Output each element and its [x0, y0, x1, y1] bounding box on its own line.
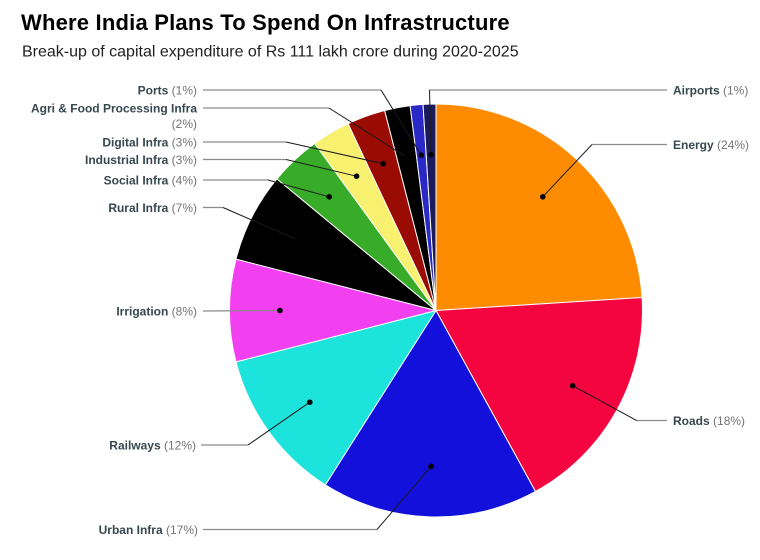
svg-text:Industrial Infra (3%): Industrial Infra (3%): [85, 153, 197, 167]
svg-text:Break-up of capital expenditur: Break-up of capital expenditure of Rs 11…: [22, 44, 519, 61]
svg-text:Ports (1%): Ports (1%): [138, 83, 197, 97]
svg-text:Social Infra (4%): Social Infra (4%): [104, 173, 197, 187]
svg-text:Roads (18%): Roads (18%): [673, 414, 745, 428]
svg-text:Railways (12%): Railways (12%): [109, 438, 196, 452]
svg-text:Rural Infra (7%): Rural Infra (7%): [108, 201, 197, 215]
svg-text:Energy (24%): Energy (24%): [673, 138, 749, 152]
svg-text:Digital Infra (3%): Digital Infra (3%): [102, 135, 197, 149]
svg-text:Urban Infra (17%): Urban Infra (17%): [99, 523, 198, 537]
svg-text:Airports (1%): Airports (1%): [673, 83, 748, 97]
svg-text:(2%): (2%): [172, 117, 197, 131]
svg-text:Where India Plans To Spend On: Where India Plans To Spend On Infrastruc…: [21, 10, 510, 35]
svg-text:Agri & Food Processing Infra: Agri & Food Processing Infra: [31, 101, 197, 115]
svg-text:Irrigation (8%): Irrigation (8%): [116, 304, 197, 318]
